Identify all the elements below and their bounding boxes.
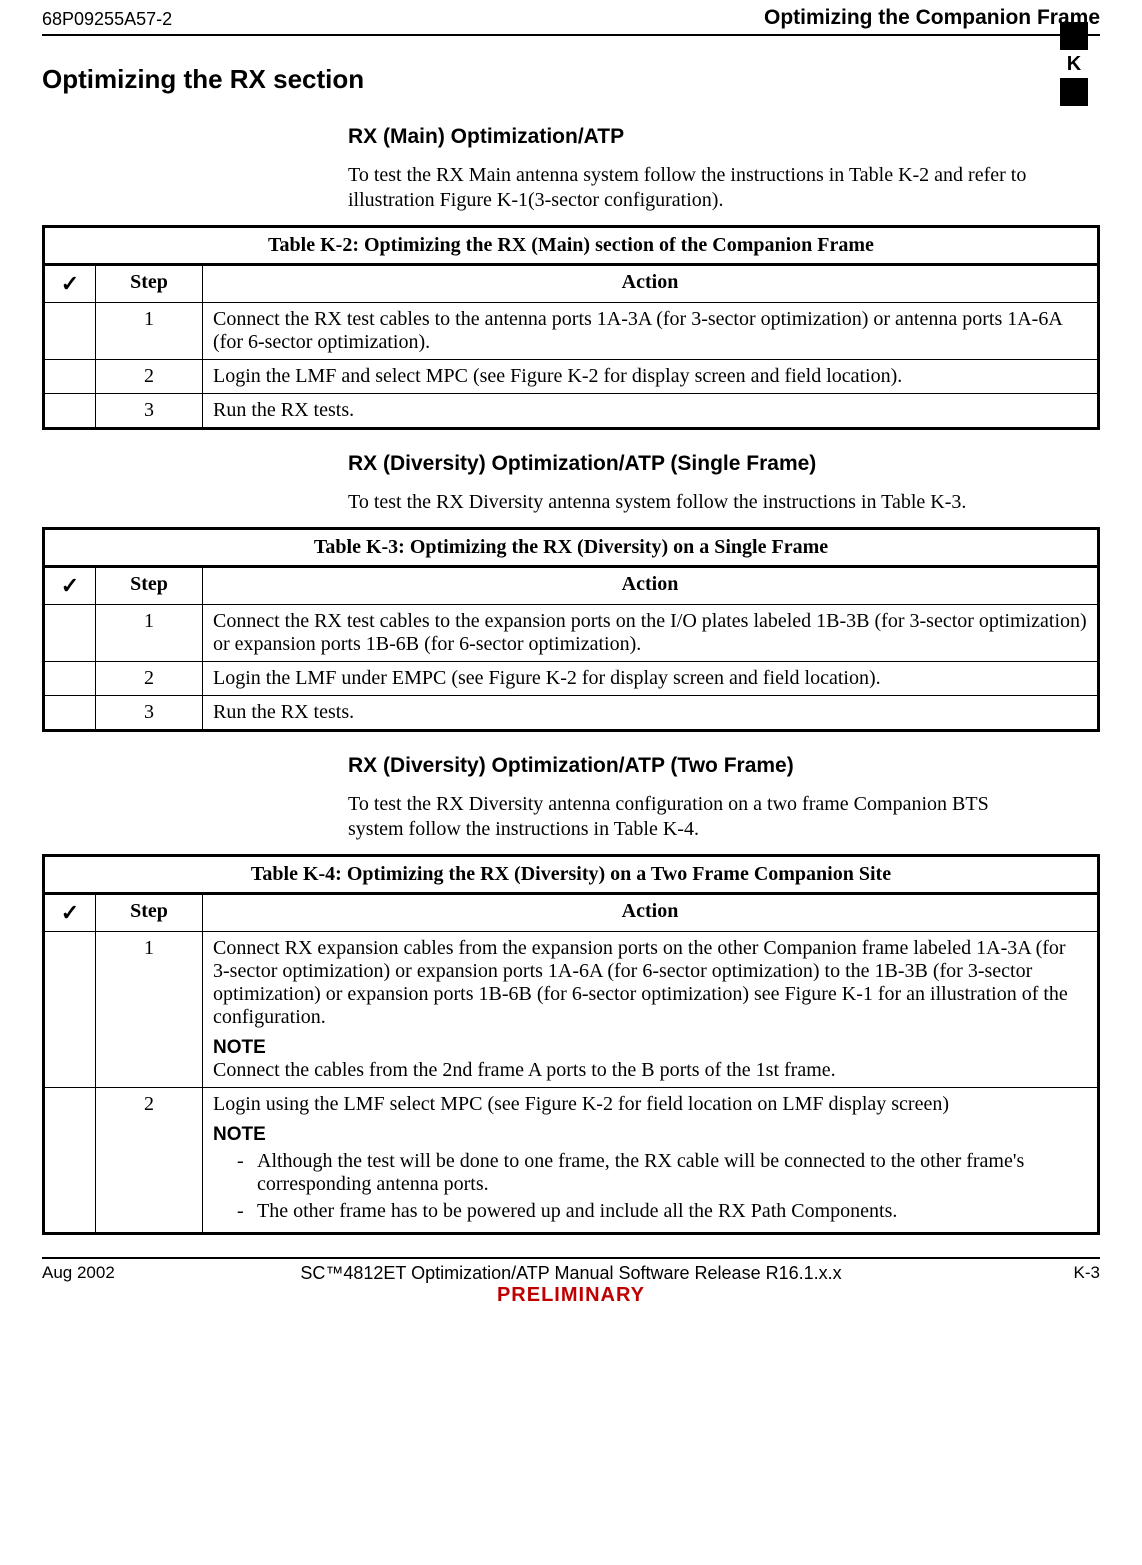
table-row: 2 Login the LMF and select MPC (see Figu… xyxy=(44,360,1099,394)
step-num: 1 xyxy=(96,932,203,1088)
step-num: 3 xyxy=(96,696,203,731)
step-action: Connect RX expansion cables from the exp… xyxy=(203,932,1099,1088)
rx-div-single-heading: RX (Diversity) Optimization/ATP (Single … xyxy=(348,452,1100,476)
table-k3: Table K-3: Optimizing the RX (Diversity)… xyxy=(42,527,1100,732)
step-num: 3 xyxy=(96,394,203,429)
note-label: NOTE xyxy=(213,1124,1087,1146)
col-step: Step xyxy=(96,894,203,932)
col-step: Step xyxy=(96,265,203,303)
col-action: Action xyxy=(203,894,1099,932)
step-action: Run the RX tests. xyxy=(203,394,1099,429)
table-row: 1 Connect RX expansion cables from the e… xyxy=(44,932,1099,1088)
step-action: Run the RX tests. xyxy=(203,696,1099,731)
table-row: 1 Connect the RX test cables to the ante… xyxy=(44,303,1099,360)
col-action: Action xyxy=(203,567,1099,605)
list-item: The other frame has to be powered up and… xyxy=(237,1200,1087,1223)
rx-main-heading: RX (Main) Optimization/ATP xyxy=(348,125,1100,149)
step-num: 2 xyxy=(96,360,203,394)
rx-div-two-intro: To test the RX Diversity antenna configu… xyxy=(348,792,1048,842)
step-action: Connect the RX test cables to the expans… xyxy=(203,605,1099,662)
col-check: ✓ xyxy=(44,894,96,932)
side-tab-letter: K xyxy=(1060,50,1088,78)
note-text: Connect the cables from the 2nd frame A … xyxy=(213,1059,1087,1082)
table-k4-caption: Table K-4: Optimizing the RX (Diversity)… xyxy=(42,854,1100,892)
header-divider xyxy=(42,34,1100,36)
table-row: 3 Run the RX tests. xyxy=(44,696,1099,731)
action-text: Connect RX expansion cables from the exp… xyxy=(213,937,1068,1028)
list-item: Although the test will be done to one fr… xyxy=(237,1150,1087,1196)
step-num: 2 xyxy=(96,1088,203,1234)
table-k4: Table K-4: Optimizing the RX (Diversity)… xyxy=(42,854,1100,1235)
table-row: 1 Connect the RX test cables to the expa… xyxy=(44,605,1099,662)
step-num: 1 xyxy=(96,303,203,360)
step-action: Login the LMF and select MPC (see Figure… xyxy=(203,360,1099,394)
col-check: ✓ xyxy=(44,567,96,605)
note-label: NOTE xyxy=(213,1037,1087,1059)
section-heading: Optimizing the RX section xyxy=(42,64,1100,95)
rx-div-single-intro: To test the RX Diversity antenna system … xyxy=(348,490,1048,515)
footer-preliminary: PRELIMINARY xyxy=(497,1284,645,1306)
col-action: Action xyxy=(203,265,1099,303)
step-action: Login the LMF under EMPC (see Figure K-2… xyxy=(203,662,1099,696)
footer-manual: SC™4812ET Optimization/ATP Manual Softwa… xyxy=(300,1263,841,1283)
table-k2: Table K-2: Optimizing the RX (Main) sect… xyxy=(42,225,1100,430)
step-num: 1 xyxy=(96,605,203,662)
footer-page: K-3 xyxy=(980,1263,1100,1307)
step-action: Connect the RX test cables to the antenn… xyxy=(203,303,1099,360)
action-text: Login using the LMF select MPC (see Figu… xyxy=(213,1093,949,1115)
col-step: Step xyxy=(96,567,203,605)
table-k2-caption: Table K-2: Optimizing the RX (Main) sect… xyxy=(42,225,1100,263)
table-row: 2 Login the LMF under EMPC (see Figure K… xyxy=(44,662,1099,696)
step-num: 2 xyxy=(96,662,203,696)
step-action: Login using the LMF select MPC (see Figu… xyxy=(203,1088,1099,1234)
col-check: ✓ xyxy=(44,265,96,303)
table-row: 3 Run the RX tests. xyxy=(44,394,1099,429)
doc-number: 68P09255A57-2 xyxy=(42,9,172,30)
table-k3-caption: Table K-3: Optimizing the RX (Diversity)… xyxy=(42,527,1100,565)
footer-date: Aug 2002 xyxy=(42,1263,162,1307)
rx-main-intro: To test the RX Main antenna system follo… xyxy=(348,163,1048,213)
side-tab: K xyxy=(1060,22,1088,106)
table-row: 2 Login using the LMF select MPC (see Fi… xyxy=(44,1088,1099,1234)
note-list: Although the test will be done to one fr… xyxy=(213,1150,1087,1223)
page-title: Optimizing the Companion Frame xyxy=(764,6,1100,30)
rx-div-two-heading: RX (Diversity) Optimization/ATP (Two Fra… xyxy=(348,754,1100,778)
